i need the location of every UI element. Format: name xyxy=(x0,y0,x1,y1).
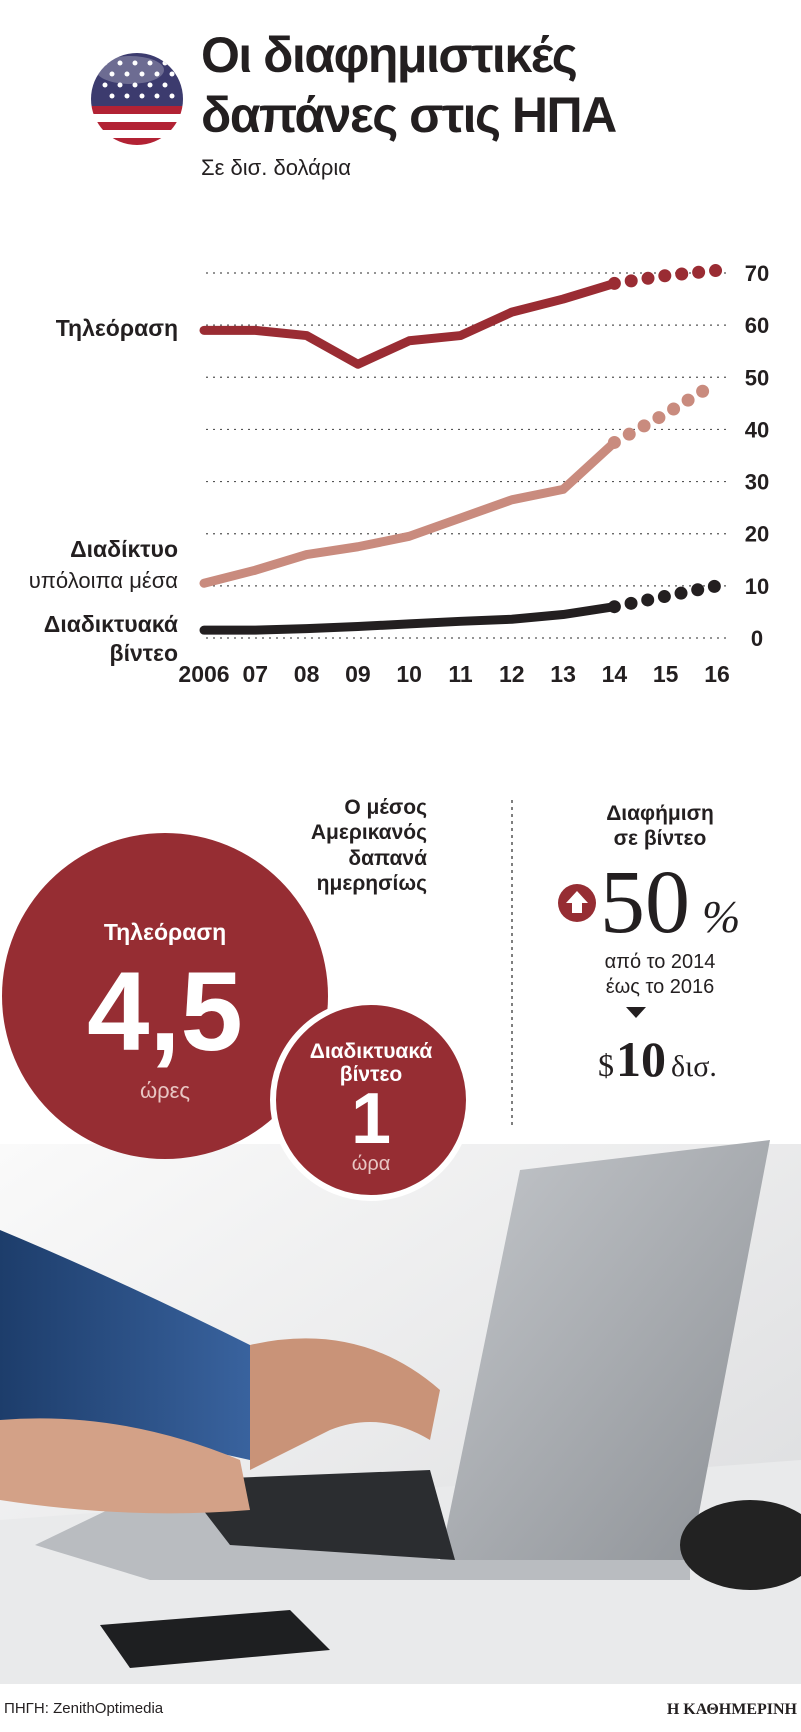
video-unit: ώρα xyxy=(352,1153,391,1175)
tv-unit: ώρες xyxy=(140,1078,190,1103)
series-projection xyxy=(607,376,724,449)
y-tick-label: 20 xyxy=(745,522,769,547)
series-projection xyxy=(607,263,724,290)
ad-amount-unit: δισ. xyxy=(671,1050,717,1083)
y-tick-label: 10 xyxy=(745,574,769,599)
x-tick-label: 14 xyxy=(602,661,628,687)
series-label: Τηλεόραση xyxy=(56,315,178,341)
title-line: δαπάνες στις ΗΠΑ xyxy=(201,87,616,143)
x-tick-label: 12 xyxy=(499,661,525,687)
ad-currency: $ xyxy=(598,1047,614,1083)
video-circle xyxy=(270,999,472,1201)
tv-circle xyxy=(2,833,328,1159)
x-tick-label: 16 xyxy=(704,661,730,687)
series-line xyxy=(199,437,619,588)
ad-period: έως το 2016 xyxy=(606,976,715,998)
series-line xyxy=(199,278,619,369)
x-tick-label: 2006 xyxy=(178,661,229,687)
video-amount: 1 xyxy=(351,1079,391,1159)
ad-period: από το 2014 xyxy=(605,951,716,973)
publisher: Η ΚΑΘΗΜΕΡΙΝΗ xyxy=(667,1701,798,1718)
series-projection xyxy=(607,579,724,614)
x-tick-label: 09 xyxy=(345,661,371,687)
source: ΠΗΓΗ: ZenithOptimedia xyxy=(4,1700,164,1717)
y-tick-label: 60 xyxy=(745,313,769,338)
intro-line: Αμερικανός xyxy=(311,821,427,844)
ad-growth: 50 xyxy=(600,853,690,952)
x-tick-label: 11 xyxy=(448,661,473,687)
x-tick-label: 13 xyxy=(550,661,576,687)
y-tick-label: 50 xyxy=(745,365,769,390)
series-label: υπόλοιπα μέσα xyxy=(29,568,179,593)
video-label: βίντεο xyxy=(340,1063,403,1086)
intro-line: Ο μέσος xyxy=(344,796,427,819)
ad-amount: 10 xyxy=(616,1031,666,1087)
x-tick-label: 07 xyxy=(243,661,269,687)
tv-label: Τηλεόραση xyxy=(104,919,226,945)
line-chart: 0 10 20 30 40 50 60 70 2006 07 08 09 10 11 12 13 14 15 16 Τ… xyxy=(29,261,770,687)
flag-icon xyxy=(91,53,183,145)
video-label: Διαδικτυακά xyxy=(310,1040,433,1063)
y-tick-label: 70 xyxy=(745,261,769,286)
title-line: Οι διαφημιστικές xyxy=(201,27,577,83)
y-tick-label: 0 xyxy=(751,626,763,651)
down-triangle xyxy=(626,1007,646,1018)
x-tick-label: 08 xyxy=(294,661,320,687)
series-line xyxy=(199,602,619,635)
ad-title-line: Διαφήμιση xyxy=(606,802,714,825)
ad-title-line: σε βίντεο xyxy=(614,827,707,850)
intro-line: δαπανά xyxy=(348,847,427,870)
subtitle: Σε δισ. δολάρια xyxy=(201,155,351,180)
ad-growth-unit: % xyxy=(702,891,740,942)
x-tick-label: 15 xyxy=(653,661,679,687)
series-label: Διαδικτυακά xyxy=(44,611,178,637)
intro-line: ημερησίως xyxy=(317,872,427,895)
photo xyxy=(0,1140,801,1684)
y-tick-label: 30 xyxy=(745,470,769,495)
up-arrow xyxy=(566,891,588,913)
x-tick-label: 10 xyxy=(396,661,422,687)
series-label: Διαδίκτυο xyxy=(70,536,178,562)
tv-amount: 4,5 xyxy=(87,949,243,1074)
y-tick-label: 40 xyxy=(745,417,769,442)
series-label: βίντεο xyxy=(110,640,178,666)
